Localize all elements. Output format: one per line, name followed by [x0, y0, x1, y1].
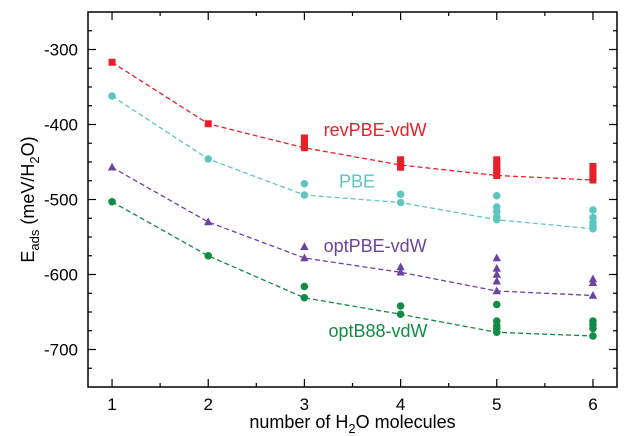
revpbe-vdw-marker: [589, 176, 597, 184]
plot-frame: [87, 11, 618, 388]
x-axis-title: number of H2O molecules: [249, 412, 455, 436]
series-markers: [107, 58, 598, 340]
optpbe-vdw-label: optPBE-vdW: [324, 236, 427, 256]
optpbe-vdw-marker: [107, 162, 117, 171]
pbe-marker: [204, 155, 213, 163]
revpbe-vdw-marker: [493, 168, 501, 176]
series-annotations: revPBE-vdW PBE optPBE-vdW optB88-vdW: [324, 120, 428, 341]
revpbe-vdw-marker: [204, 120, 212, 128]
optb88-vdw-marker: [204, 251, 213, 260]
y-tick-label: -600: [44, 266, 78, 285]
pbe-marker: [589, 224, 597, 233]
optpbe-vdw-marker: [396, 267, 405, 276]
optpbe-vdw-marker: [492, 276, 501, 285]
pbe-marker: [300, 191, 309, 199]
pbe-marker: [300, 179, 309, 188]
optb88-vdw-marker: [300, 282, 309, 291]
optb88-vdw-line: [111, 201, 594, 337]
optb88-vdw-marker: [300, 293, 309, 302]
y-tick-label: -300: [44, 41, 78, 60]
revpbe-vdw-marker: [300, 138, 308, 146]
optpbe-vdw-marker: [492, 270, 501, 278]
x-tick-label: 4: [396, 395, 405, 414]
revpbe-vdw-marker: [300, 144, 308, 152]
y-tick-label: -700: [44, 341, 78, 360]
optpbe-vdw-marker: [588, 291, 598, 299]
optb88-vdw-marker: [589, 324, 597, 333]
pbe-marker: [396, 190, 405, 199]
x-tick-label: 5: [492, 395, 501, 414]
pbe-marker: [396, 198, 405, 207]
optpbe-vdw-marker: [492, 264, 501, 272]
revpbe-vdw-label: revPBE-vdW: [324, 120, 427, 140]
y-tick-label: -500: [44, 191, 78, 210]
revpbe-vdw-marker: [300, 134, 308, 142]
optpbe-vdw-marker: [300, 242, 309, 250]
optb88-vdw-marker: [589, 332, 597, 340]
pbe-marker: [492, 191, 501, 200]
series-lines: [111, 61, 594, 337]
x-tick-label: 3: [300, 395, 309, 414]
optb88-vdw-marker: [396, 302, 405, 310]
optb88-vdw-label: optB88-vdW: [328, 321, 427, 341]
optpbe-vdw-marker: [300, 253, 309, 262]
y-tick-label: -400: [44, 116, 78, 135]
x-tick-label: 6: [588, 395, 597, 414]
optpbe-vdw-marker: [396, 262, 405, 271]
revpbe-vdw-marker: [397, 163, 405, 171]
tick-labels: 1 2 3 4 5 6 -300 -400 -500 -600 -700: [44, 41, 598, 415]
pbe-label: PBE: [339, 172, 375, 192]
optb88-vdw-marker: [492, 328, 501, 337]
x-tick-label: 2: [203, 395, 212, 414]
pbe-line: [111, 95, 594, 230]
pbe-marker: [589, 206, 597, 214]
revpbe-vdw-marker: [493, 172, 501, 179]
optpbe-vdw-marker: [492, 253, 501, 262]
y-axis-title: Eads (meV/H2O): [18, 136, 42, 262]
pbe-marker: [108, 92, 116, 100]
optpbe-vdw-marker: [492, 286, 501, 295]
pbe-marker: [492, 215, 501, 224]
optb88-vdw-marker: [396, 310, 405, 319]
optb88-vdw-marker: [492, 300, 501, 309]
optpbe-vdw-line: [111, 166, 594, 297]
optpbe-vdw-marker: [588, 278, 598, 286]
revpbe-vdw-marker: [108, 58, 116, 66]
x-tick-label: 1: [107, 395, 116, 414]
optb88-vdw-marker: [108, 197, 116, 206]
optpbe-vdw-marker: [204, 217, 213, 226]
pbe-marker: [492, 207, 501, 216]
